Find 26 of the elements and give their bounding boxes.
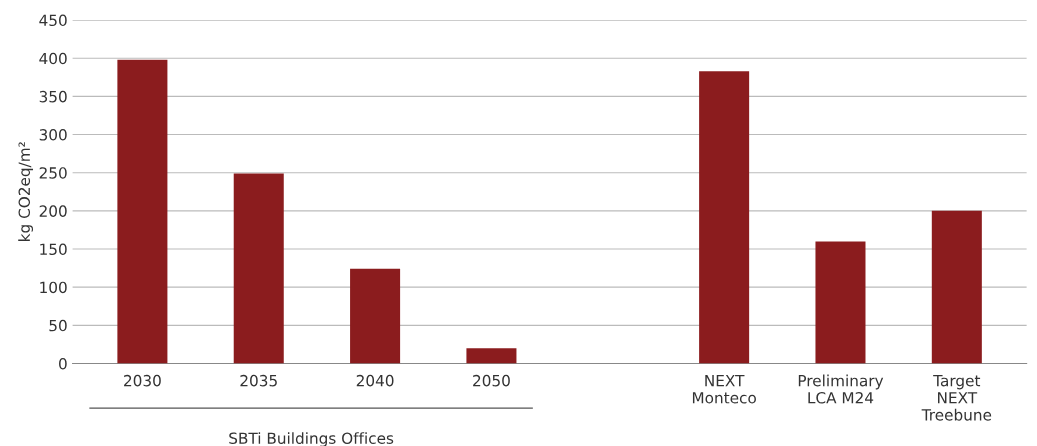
bar xyxy=(350,268,401,364)
x-tick-label: 2050 xyxy=(473,374,510,387)
bar xyxy=(466,348,517,364)
x-tick-label: 2035 xyxy=(240,374,277,387)
y-tick-label: 150 xyxy=(40,243,67,256)
y-tick-label: 250 xyxy=(39,167,67,179)
x-tick-label: 2040 xyxy=(356,374,394,387)
bar xyxy=(931,210,982,364)
y-tick-label: 450 xyxy=(39,14,67,27)
x-tick-label: Preliminary LCA M24 xyxy=(798,374,884,404)
y-tick-label: 0 xyxy=(59,357,67,370)
y-tick-label: 300 xyxy=(39,129,67,141)
bar xyxy=(117,59,168,364)
bar xyxy=(815,241,866,364)
y-tick-label: 50 xyxy=(49,319,67,332)
x-tick-label: Target NEXT Treebune xyxy=(921,375,992,421)
y-tick-label: 200 xyxy=(39,205,67,217)
text: SBTi Buildings Offices xyxy=(229,432,394,446)
y-tick-label: 350 xyxy=(39,90,67,103)
x-tick-label: 2030 xyxy=(124,374,161,387)
x-tick-label: NEXT Monteco xyxy=(692,375,756,404)
y-tick-label: 100 xyxy=(40,281,67,294)
bar xyxy=(699,71,750,364)
bar xyxy=(233,173,284,364)
y-axis-title: kg CO2eq/m² xyxy=(18,142,34,241)
y-tick-label: 400 xyxy=(39,52,67,65)
